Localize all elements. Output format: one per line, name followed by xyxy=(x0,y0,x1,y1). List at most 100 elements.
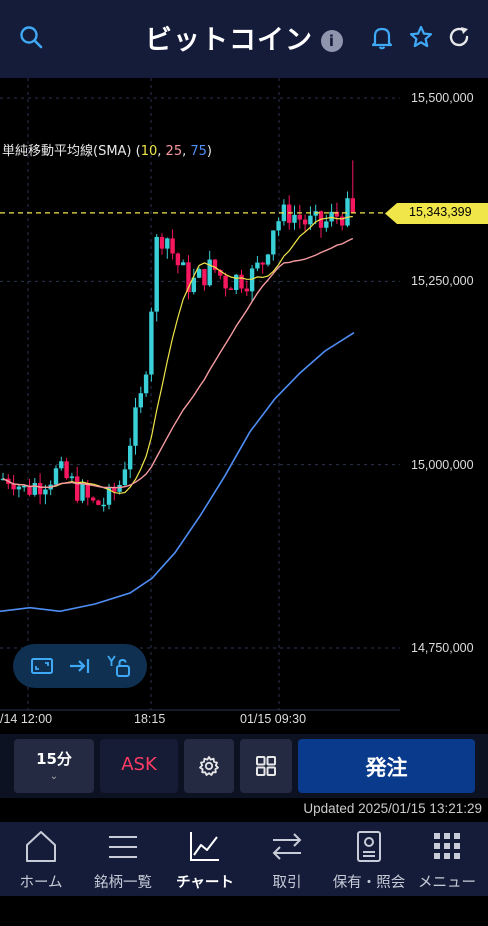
ask-label: ASK xyxy=(121,754,157,775)
fullscreen-icon[interactable] xyxy=(29,653,55,679)
unlock-y-axis-icon[interactable] xyxy=(106,653,132,679)
candle-body xyxy=(133,407,138,446)
chart-toolbar: 15分 ⌄ ASK 発注 xyxy=(0,734,488,798)
candle-body xyxy=(165,238,170,249)
home-icon xyxy=(26,831,56,862)
candle-body xyxy=(117,484,122,492)
candle-body xyxy=(53,468,59,485)
nav-item-chart[interactable]: チャート xyxy=(164,822,246,896)
candle-body xyxy=(249,268,255,292)
candle-body xyxy=(90,497,96,501)
candle-body xyxy=(191,277,196,293)
search-icon[interactable] xyxy=(18,24,44,50)
bottom-nav: ホーム 銘柄一覧 チャート 取引 保有・照会 xyxy=(0,822,488,896)
candle-body xyxy=(43,489,48,495)
sma-indicator-label: 単純移動平均線(SMA) (10, 25, 75) xyxy=(2,144,212,159)
candle-body xyxy=(207,259,212,286)
candle-body xyxy=(308,215,313,225)
candle-body xyxy=(202,269,207,286)
candle-body xyxy=(37,482,43,495)
candle-body xyxy=(218,269,223,276)
nav-item-label: 銘柄一覧 xyxy=(94,875,152,891)
candle-body xyxy=(170,238,175,254)
candle-body xyxy=(69,476,75,479)
portfolio-icon xyxy=(357,831,381,862)
candlestick-chart[interactable] xyxy=(0,78,488,734)
page-title: ビットコイン i xyxy=(0,18,488,57)
menu-grid-icon xyxy=(434,833,460,859)
candle-body xyxy=(138,393,143,408)
candle-body xyxy=(329,211,334,222)
candle-body xyxy=(297,214,302,220)
y-tick-label: 15,000,000 xyxy=(411,458,474,472)
info-icon[interactable]: i xyxy=(321,30,343,52)
candle-body xyxy=(265,254,271,265)
candle-body xyxy=(143,374,149,394)
candle-body xyxy=(234,274,239,290)
candle-body xyxy=(287,204,292,223)
nav-item-label: ホーム xyxy=(19,875,63,891)
app-header: ビットコイン i xyxy=(0,0,488,78)
chart-tools-pill xyxy=(13,644,147,688)
candle-body xyxy=(75,476,80,501)
nav-item-label: メニュー xyxy=(418,875,476,891)
candle-body xyxy=(101,504,106,507)
candle-body xyxy=(223,275,228,289)
x-tick-label: 18:15 xyxy=(134,712,166,726)
sma-75-line xyxy=(0,332,355,613)
system-bar xyxy=(0,896,488,926)
nav-item-home[interactable]: ホーム xyxy=(0,822,82,896)
candle-body xyxy=(186,262,191,293)
candle-body xyxy=(32,482,37,495)
price-chart[interactable] xyxy=(0,78,488,734)
sma-25-line xyxy=(2,237,354,489)
interval-label: 15分 xyxy=(36,750,72,768)
candle-body xyxy=(340,216,345,226)
y-tick-label: 15,500,000 xyxy=(411,91,474,105)
y-tick-label: 14,750,000 xyxy=(411,641,474,655)
list-icon xyxy=(109,836,137,858)
candle-body xyxy=(106,487,112,505)
order-button[interactable]: 発注 xyxy=(298,739,475,793)
candle-body xyxy=(334,211,340,217)
candle-body xyxy=(350,198,355,213)
x-tick-label: 01/15 09:30 xyxy=(240,712,307,726)
candle-body xyxy=(260,262,265,265)
candle-body xyxy=(27,485,32,495)
bell-icon[interactable] xyxy=(369,24,395,50)
interval-select-button[interactable]: 15分 ⌄ xyxy=(14,739,94,793)
candle-body xyxy=(175,253,181,266)
candle-body xyxy=(292,214,297,223)
refresh-icon[interactable] xyxy=(446,24,472,50)
candle-body xyxy=(122,469,128,485)
candle-body xyxy=(228,288,234,290)
layout-grid-button[interactable] xyxy=(240,739,292,793)
candle-body xyxy=(11,483,16,490)
candle-body xyxy=(16,486,22,490)
gear-icon xyxy=(199,756,219,776)
chart-settings-button[interactable] xyxy=(184,739,234,793)
candle-body xyxy=(345,198,350,226)
candle-body xyxy=(181,262,186,266)
ask-bid-toggle-button[interactable]: ASK xyxy=(100,739,178,793)
nav-item-trade[interactable]: 取引 xyxy=(246,822,328,896)
current-price-tag: 15,343,399 xyxy=(385,203,488,224)
candle-body xyxy=(239,274,244,289)
star-icon[interactable] xyxy=(408,24,434,50)
nav-item-list[interactable]: 銘柄一覧 xyxy=(82,822,164,896)
nav-item-menu[interactable]: メニュー xyxy=(406,822,488,896)
nav-item-label: チャート xyxy=(176,875,234,891)
nav-item-portfolio[interactable]: 保有・照会 xyxy=(328,822,410,896)
candle-body xyxy=(128,445,133,470)
grid-icon xyxy=(256,756,276,776)
candle-body xyxy=(302,219,308,225)
order-label: 発注 xyxy=(365,756,408,780)
current-price-value: 15,343,399 xyxy=(409,205,472,219)
candle-body xyxy=(196,269,202,278)
scroll-to-latest-icon[interactable] xyxy=(67,653,93,679)
candle-body xyxy=(271,230,276,255)
candle-body xyxy=(159,236,165,249)
candle-body xyxy=(212,259,218,270)
y-tick-label: 15,250,000 xyxy=(411,274,474,288)
updated-timestamp: Updated 2025/01/15 13:21:29 xyxy=(303,801,482,816)
